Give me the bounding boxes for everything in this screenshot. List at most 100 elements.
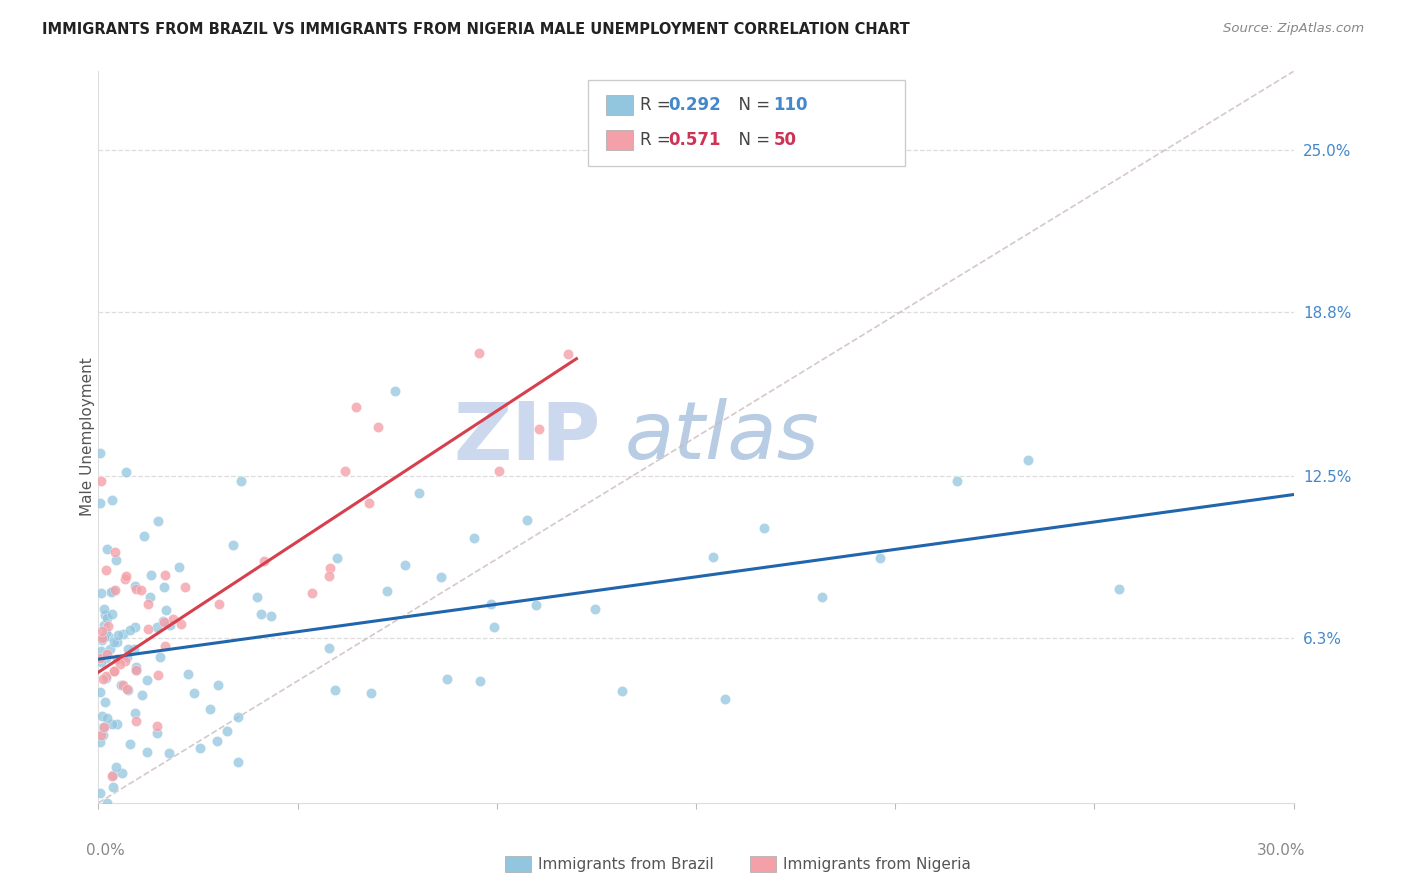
Point <box>1108 582 1130 597</box>
Point <box>436 673 458 687</box>
Point <box>101 717 124 731</box>
Point <box>97 629 120 643</box>
Point <box>96 796 118 810</box>
Point <box>97 619 120 633</box>
Point <box>153 580 176 594</box>
Point <box>89 684 111 698</box>
Point <box>869 550 891 565</box>
Point <box>714 692 737 706</box>
Point <box>90 708 112 723</box>
Point <box>174 581 197 595</box>
Point <box>94 608 117 623</box>
Y-axis label: Male Unemployment: Male Unemployment <box>80 358 94 516</box>
Point <box>152 614 174 628</box>
Point <box>89 734 111 748</box>
Point <box>114 465 136 479</box>
Point <box>359 496 381 510</box>
Point <box>125 582 148 597</box>
Point <box>146 619 169 633</box>
Point <box>488 464 510 478</box>
Point <box>463 531 485 545</box>
Point <box>117 642 139 657</box>
Point <box>139 568 162 582</box>
Point <box>136 597 159 611</box>
Point <box>103 664 125 678</box>
Point <box>104 583 127 598</box>
Point <box>115 681 138 696</box>
Text: Immigrants from Brazil: Immigrants from Brazil <box>538 856 714 871</box>
Point <box>91 728 114 742</box>
Point <box>945 475 967 489</box>
Text: 50: 50 <box>773 131 797 149</box>
Point <box>131 688 153 702</box>
Point <box>318 640 340 655</box>
Text: R =: R = <box>640 131 676 149</box>
Point <box>136 745 159 759</box>
Point <box>90 643 112 657</box>
Point <box>479 597 502 611</box>
Point <box>146 719 169 733</box>
Point <box>162 612 184 626</box>
Point <box>96 648 118 662</box>
Point <box>125 663 148 677</box>
Point <box>122 642 145 657</box>
Point <box>360 686 382 700</box>
Point <box>468 346 491 360</box>
Point <box>188 741 211 756</box>
Point <box>101 584 124 599</box>
Point <box>394 558 416 572</box>
Text: 0.571: 0.571 <box>668 131 721 149</box>
FancyBboxPatch shape <box>606 95 633 115</box>
Point <box>93 617 115 632</box>
Text: N =: N = <box>728 131 776 149</box>
Point <box>583 602 606 616</box>
Point <box>117 683 139 698</box>
Point <box>146 515 169 529</box>
Point <box>90 655 112 669</box>
Point <box>96 711 118 725</box>
Text: Immigrants from Nigeria: Immigrants from Nigeria <box>783 856 972 871</box>
Point <box>96 671 118 685</box>
Point <box>229 474 252 488</box>
Point <box>105 760 128 774</box>
Point <box>96 611 118 625</box>
Point <box>110 766 132 780</box>
Point <box>103 664 125 678</box>
FancyBboxPatch shape <box>589 80 905 167</box>
FancyBboxPatch shape <box>749 856 776 872</box>
Point <box>325 550 347 565</box>
Point <box>110 678 132 692</box>
Text: 30.0%: 30.0% <box>1257 843 1306 858</box>
Point <box>94 669 117 683</box>
Point <box>754 521 776 535</box>
Point <box>516 512 538 526</box>
Point <box>115 650 138 665</box>
Point <box>91 720 114 734</box>
FancyBboxPatch shape <box>505 856 531 872</box>
Point <box>253 554 276 568</box>
Point <box>89 651 111 665</box>
Point <box>100 769 122 783</box>
Point <box>430 570 453 584</box>
Point <box>146 725 169 739</box>
Point <box>149 649 172 664</box>
Point <box>159 617 181 632</box>
Point <box>249 607 271 621</box>
Point <box>118 737 141 751</box>
Point <box>153 615 176 629</box>
Point <box>89 786 111 800</box>
Point <box>124 579 146 593</box>
Point <box>148 667 170 681</box>
Text: Source: ZipAtlas.com: Source: ZipAtlas.com <box>1223 22 1364 36</box>
Point <box>118 623 141 637</box>
Point <box>93 631 115 645</box>
Point <box>333 464 356 478</box>
Point <box>91 632 114 647</box>
Point <box>124 714 146 728</box>
Point <box>114 654 136 668</box>
Point <box>90 474 112 488</box>
Point <box>104 545 127 559</box>
Point <box>93 602 115 616</box>
Point <box>124 620 146 634</box>
Point <box>222 538 245 552</box>
